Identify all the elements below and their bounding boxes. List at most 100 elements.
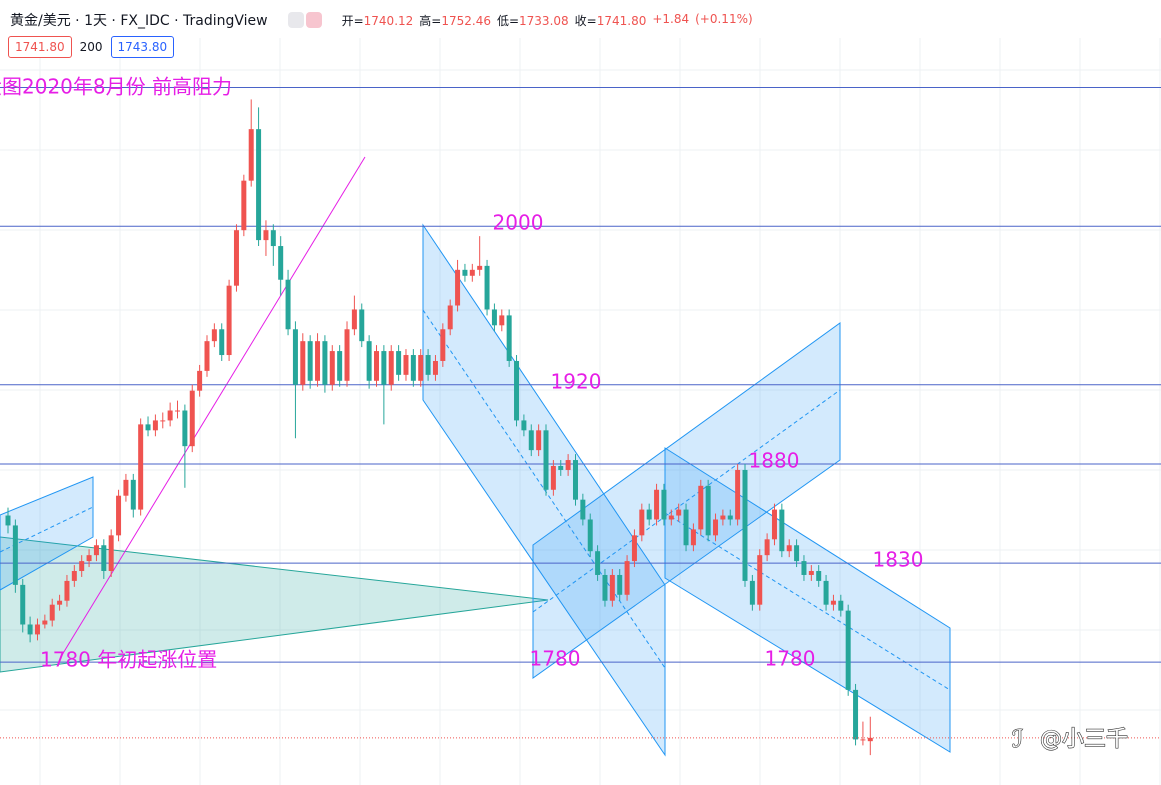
candle-body [49,604,55,621]
ohlc-label: 收= [574,13,597,28]
candle-body [123,479,129,496]
candle-body [845,610,851,690]
bid-button[interactable]: 1741.80 [8,36,72,58]
symbol-title: 黄金/美元 · 1天 · FX_IDC · TradingView [10,13,268,29]
candle-body [108,535,114,572]
candle-body [808,571,814,575]
candle-body [477,265,483,270]
watermark-text: @小三千 [1040,727,1128,752]
candle-body [160,420,166,422]
candle-body [263,230,269,241]
candle-body [794,545,800,562]
candle-body [197,370,203,391]
candle-body [690,529,696,546]
candle-body [219,329,225,356]
candle-body [130,479,136,510]
watermark: ℐ @小三千 [1011,724,1128,753]
candle-body [639,509,645,536]
candle-body [79,561,85,572]
ohlc-value: 1740.12 [363,13,414,28]
candle-body [42,620,48,625]
change-pct: (+0.11%) [695,11,753,26]
candle-body [558,465,564,470]
ohlc-value: 1741.80 [596,13,647,28]
candle-body [278,246,284,280]
candle-body [536,430,542,451]
candle-body [646,509,652,520]
ohlc-legend: 开=1740.12 高=1752.46 低=1733.08 收=1741.80 … [342,12,753,29]
candle-body [366,341,372,381]
candle-body [248,129,254,181]
triangle-drawing [0,536,549,673]
toggle-buttons[interactable] [287,12,322,28]
grid [0,38,1161,785]
candle-body [742,469,748,581]
candle-body [720,515,726,520]
candle-body [204,341,210,371]
candle-body [86,555,92,562]
level-label: 1780 [765,647,816,671]
quote-row: 1741.80 200 1743.80 [8,36,175,58]
candle-body [20,584,26,625]
watermark-logo: ℐ [1012,725,1023,753]
candle-body [93,545,99,556]
candle-body [698,485,704,530]
change: +1.84 [652,11,690,26]
candle-body [786,545,792,552]
candle-body [705,485,711,536]
drawings [0,156,951,757]
candle-body [580,499,586,520]
candle-body [801,561,807,575]
candle-body [5,515,11,526]
candle-body [226,285,232,356]
candle-body [12,525,18,585]
candle-body [838,600,844,611]
candle-body [145,424,151,431]
candle-body [617,574,623,595]
candle-body [867,737,873,742]
trend-line [61,156,366,656]
channel-drawing [0,476,94,591]
level-label: 1830 [873,548,924,572]
ask-button[interactable]: 1743.80 [110,36,175,58]
candle-body [506,315,512,361]
candle-body [668,515,674,520]
candle-body [727,515,733,520]
candle-body [167,410,173,421]
candle-body [447,305,453,330]
candle-body [631,535,637,562]
candle-body [713,519,719,536]
spread: 200 [79,40,103,54]
candle-body [816,571,822,581]
candle-body [138,424,144,510]
candle-body [351,309,357,330]
channel-drawing [664,447,951,753]
candles [0,99,1161,756]
candle-body [602,574,608,601]
candle-body [425,355,431,375]
candle-body [418,355,424,381]
candle-body [455,269,461,306]
level-label: 1780 [530,647,581,671]
candle-body [410,355,416,381]
ohlc-value: 1733.08 [519,13,569,28]
levels [0,87,1161,663]
candle-body [779,509,785,552]
level-label: 1880 [749,449,800,473]
candle-body [595,551,601,575]
candle-body [661,489,667,520]
candle-body [860,739,866,741]
candle-body [764,539,770,556]
candle-body [388,351,394,385]
candle-body [521,420,527,431]
candle-body [396,351,402,375]
annotation: 1780 年初起涨位置 [40,648,217,672]
candle-body [823,580,829,605]
candle-body [152,420,158,431]
channel-drawing [422,223,666,757]
candle-body [329,351,335,385]
candle-body [175,410,181,412]
level-label: 2000 [493,211,544,235]
candle-body [381,351,387,385]
